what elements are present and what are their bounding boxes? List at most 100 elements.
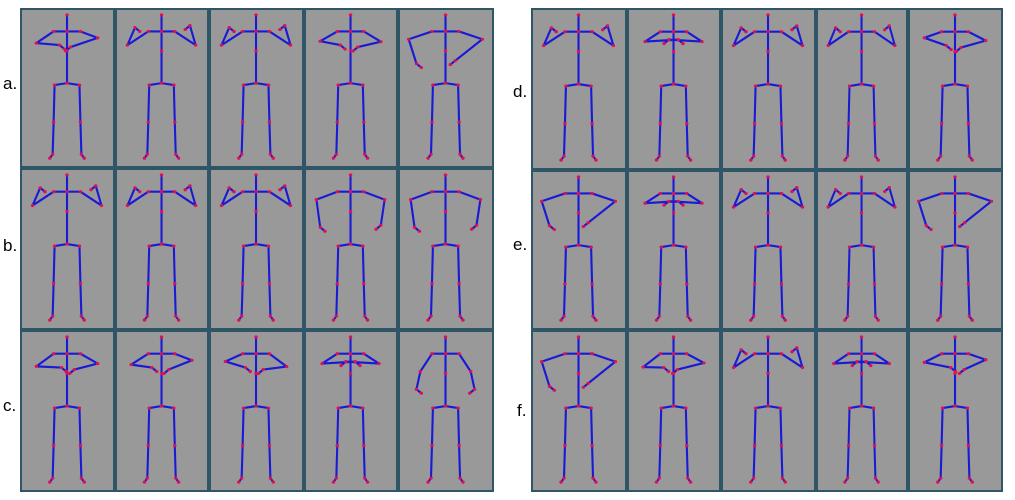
skeleton-bone xyxy=(848,82,863,88)
skeleton-joint xyxy=(50,476,55,480)
pose-panel-c-3 xyxy=(209,330,304,492)
skeleton-bone xyxy=(458,352,472,373)
skeleton-joint xyxy=(864,360,868,364)
skeleton-joint xyxy=(562,154,566,158)
skeleton-figure-icon xyxy=(541,13,616,162)
skeleton-joint xyxy=(379,40,383,44)
skeleton-bone xyxy=(685,283,689,318)
skeleton-joint xyxy=(65,173,69,177)
skeleton-bone xyxy=(268,352,288,368)
skeleton-joint xyxy=(591,476,595,480)
skeleton-joint xyxy=(953,30,957,34)
skeleton-joint xyxy=(539,199,544,203)
skeleton-joint xyxy=(576,335,581,339)
skeleton-joint xyxy=(284,365,289,369)
skeleton-figure-icon xyxy=(826,13,897,162)
skeleton-bone xyxy=(780,122,784,158)
skeleton-bone xyxy=(254,404,270,410)
skeleton-bone xyxy=(337,404,352,410)
skeleton-figure-icon xyxy=(731,13,805,162)
skeleton-joint xyxy=(780,314,785,318)
skeleton-bone xyxy=(591,192,617,203)
skeleton-joint xyxy=(576,191,581,196)
skeleton-joint xyxy=(348,29,353,34)
skeleton-bone xyxy=(684,84,688,125)
skeleton-bone xyxy=(415,370,422,391)
skeleton-joint xyxy=(348,209,353,214)
skeleton-bone xyxy=(660,244,675,249)
skeleton-joint xyxy=(99,203,104,208)
skeleton-bone xyxy=(848,244,863,249)
skeleton-joint xyxy=(970,318,974,322)
skeleton-joint xyxy=(51,352,56,356)
skeleton-bone xyxy=(254,82,270,87)
skeleton-bone xyxy=(407,30,434,41)
skeleton-bone xyxy=(847,84,851,125)
skeleton-joint xyxy=(468,369,473,374)
skeleton-joint xyxy=(418,369,423,374)
skeleton-joint xyxy=(953,352,957,356)
skeleton-joint xyxy=(563,282,567,286)
skeleton-joint xyxy=(581,385,586,389)
skeleton-joint xyxy=(953,82,957,86)
skeleton-joint xyxy=(965,84,970,88)
skeleton-joint xyxy=(654,158,659,162)
skeleton-joint xyxy=(967,476,972,480)
skeleton-joint xyxy=(779,352,784,356)
pose-panel-d-3 xyxy=(721,8,816,170)
skeleton-joint xyxy=(790,350,794,354)
skeleton-figure-icon xyxy=(30,173,104,322)
skeleton-joint xyxy=(594,318,598,322)
skeleton-joint xyxy=(82,156,86,160)
skeleton-joint xyxy=(334,476,339,480)
skeleton-joint xyxy=(176,318,181,322)
skeleton-joint xyxy=(871,245,876,249)
skeleton-bone xyxy=(846,122,850,158)
skeleton-joint xyxy=(188,24,192,28)
skeleton-joint xyxy=(675,367,680,372)
skeleton-joint xyxy=(52,244,57,248)
skeleton-joint xyxy=(50,314,55,318)
skeleton-bone xyxy=(846,283,850,318)
skeleton-bone xyxy=(780,192,804,209)
skeleton-joint xyxy=(562,476,566,480)
skeleton-joint xyxy=(254,404,258,408)
skeleton-joint xyxy=(173,29,177,34)
pose-panel-b-1 xyxy=(20,168,115,330)
skeleton-bone xyxy=(475,198,482,227)
skeleton-joint xyxy=(443,173,448,177)
skeleton-bone xyxy=(146,444,150,480)
skeleton-joint xyxy=(320,362,324,366)
skeleton-joint xyxy=(800,43,805,48)
skeleton-bone xyxy=(268,121,272,156)
skeleton-joint xyxy=(159,209,164,214)
skeleton-joint xyxy=(684,406,688,410)
skeleton-bone xyxy=(685,30,703,43)
skeleton-joint xyxy=(430,120,434,124)
skeleton-joint xyxy=(940,245,945,249)
skeleton-figure-icon xyxy=(34,13,100,160)
skeleton-joint xyxy=(65,242,69,246)
skeleton-bone xyxy=(65,404,81,410)
skeleton-joint xyxy=(348,335,353,339)
skeleton-joint xyxy=(751,314,756,318)
skeleton-joint xyxy=(778,245,783,249)
skeleton-bone xyxy=(79,444,83,480)
skeleton-joint xyxy=(79,152,84,156)
skeleton-joint xyxy=(430,190,434,194)
skeleton-joint xyxy=(590,191,594,196)
skeleton-joint xyxy=(159,352,164,356)
skeleton-joint xyxy=(79,476,84,480)
skeleton-joint xyxy=(323,229,327,233)
skeleton-joint xyxy=(657,314,662,318)
skeleton-bone xyxy=(542,30,567,47)
skeleton-joint xyxy=(753,406,758,410)
skeleton-joint xyxy=(662,365,666,370)
skeleton-bone xyxy=(35,352,55,368)
skeleton-joint xyxy=(125,203,130,208)
skeleton-joint xyxy=(65,190,69,194)
skeleton-bone xyxy=(267,406,271,447)
skeleton-joint xyxy=(779,121,784,126)
skeleton-bone xyxy=(917,192,943,203)
skeleton-joint xyxy=(133,25,137,30)
